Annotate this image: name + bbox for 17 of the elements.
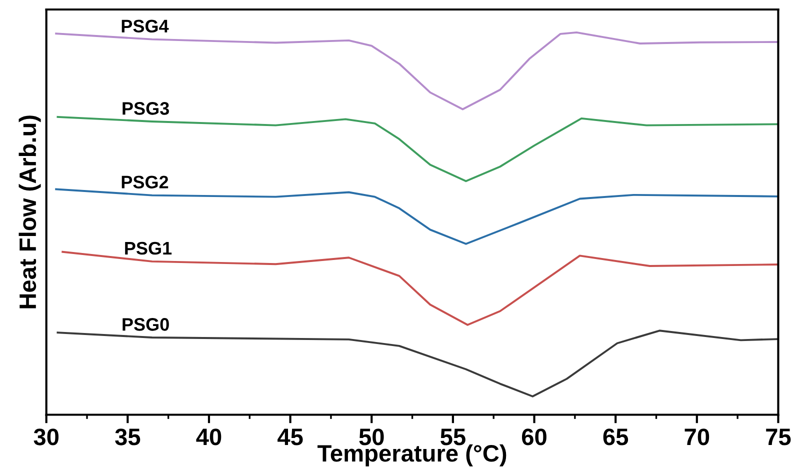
series-label: PSG1	[125, 242, 172, 255]
x-tick-label: 50	[359, 428, 384, 446]
x-tick-label: 60	[522, 428, 546, 446]
x-tick-label: 65	[603, 428, 628, 446]
y-axis-title: Heat Flow (Arb.u)	[18, 116, 41, 308]
x-tick-label: 75	[766, 428, 791, 446]
series-label: PSG4	[122, 20, 169, 33]
series-label: PSG2	[122, 176, 168, 188]
x-tick-label: 45	[278, 428, 303, 446]
x-tick-label: 55	[440, 428, 466, 446]
x-tick-label: 70	[684, 428, 710, 446]
x-tick-label: 30	[34, 428, 59, 446]
x-tick-label: 40	[196, 428, 222, 446]
x-axis-title: Temperature (°C)	[318, 444, 506, 466]
x-tick-label: 35	[115, 428, 140, 446]
series-label: PSG0	[122, 318, 169, 331]
series-label: PSG3	[122, 102, 169, 115]
